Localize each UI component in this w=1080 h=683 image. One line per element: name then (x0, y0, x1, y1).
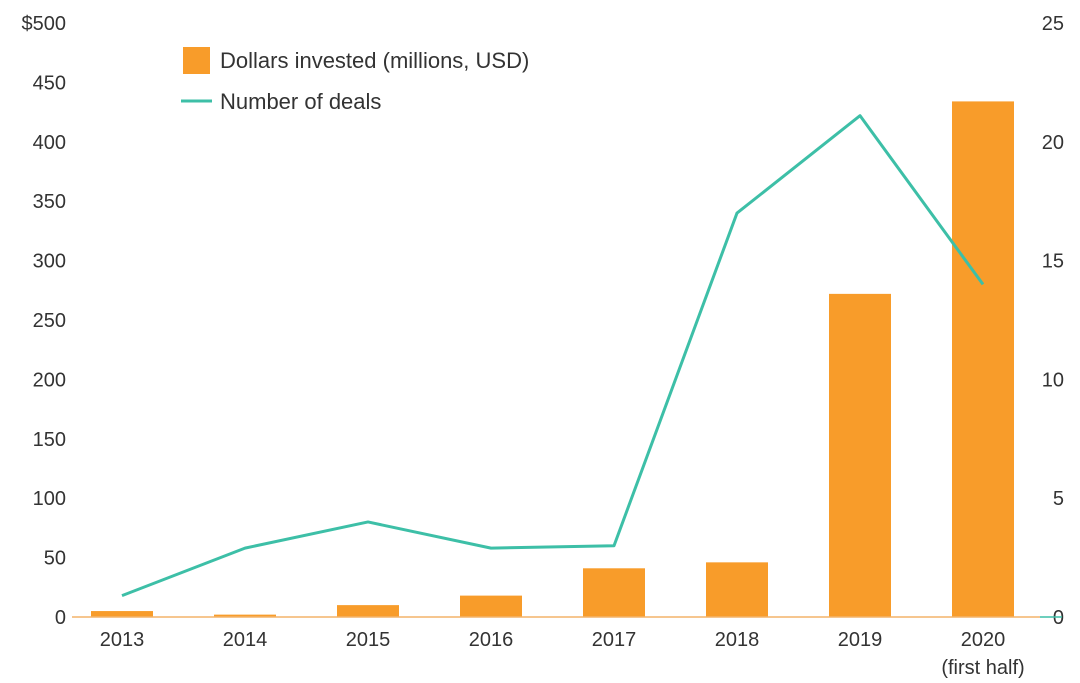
x-tick-label: 2017 (592, 629, 637, 651)
bar-4 (583, 568, 645, 617)
y-right-tick-label: 15 (1042, 251, 1064, 273)
y-left-tick-label: 300 (33, 251, 66, 273)
bar-3 (460, 595, 522, 617)
x-tick-label: 2020 (961, 629, 1006, 651)
bar-6 (829, 293, 891, 617)
legend-swatch-dollars (183, 47, 210, 74)
x-tick-label: 2013 (100, 629, 145, 651)
x-axis-ticks: 2013 2014 2015 2016 2017 2018 2019 2020 (first h… (100, 629, 1025, 679)
y-left-tick-label: 200 (33, 369, 66, 391)
y-left-tick-label: 450 (33, 72, 66, 94)
y-right-tick-label: 20 (1042, 132, 1064, 154)
y-right-tick-label: 25 (1042, 13, 1064, 35)
y-left-tick-label: 400 (33, 132, 66, 154)
legend-label-dollars: Dollars invested (millions, USD) (220, 48, 529, 73)
bar-2 (337, 605, 399, 617)
bar-series (91, 101, 1014, 617)
bar-5 (706, 562, 768, 617)
y-axis-left-ticks: 0 50 100 150 200 250 300 350 400 450 $500 (22, 13, 67, 629)
y-axis-right-ticks: 0 5 10 15 20 25 (1042, 13, 1064, 629)
bar-7 (952, 101, 1014, 617)
x-tick-label: 2019 (838, 629, 883, 651)
x-tick-label: 2015 (346, 629, 391, 651)
x-tick-label: 2016 (469, 629, 514, 651)
bar-0 (91, 611, 153, 617)
bar-1 (214, 614, 276, 617)
y-left-tick-label: 50 (44, 548, 66, 570)
legend-label-deals: Number of deals (220, 89, 381, 114)
y-right-tick-label: 5 (1053, 488, 1064, 510)
y-right-tick-label: 10 (1042, 369, 1064, 391)
x-tick-label: 2014 (223, 629, 268, 651)
x-tick-label: 2018 (715, 629, 760, 651)
y-left-tick-label: $500 (22, 13, 67, 35)
deals-line (121, 114, 985, 598)
legend: Dollars invested (millions, USD) Number … (181, 47, 529, 114)
x-tick-label: (first half) (941, 657, 1024, 679)
line-series (121, 114, 985, 598)
y-left-tick-label: 0 (55, 607, 66, 629)
y-left-tick-label: 350 (33, 191, 66, 213)
y-right-tick-label: 0 (1053, 607, 1064, 629)
y-left-tick-label: 150 (33, 429, 66, 451)
y-left-tick-label: 250 (33, 310, 66, 332)
y-left-tick-label: 100 (33, 488, 66, 510)
